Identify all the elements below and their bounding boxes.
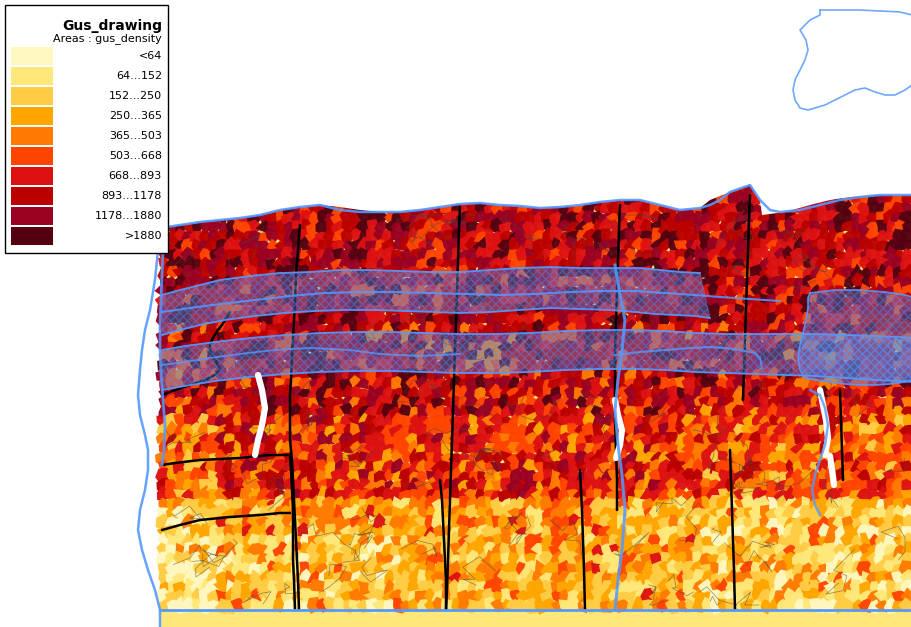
Text: 250...365: 250...365: [109, 111, 162, 121]
Text: 64...152: 64...152: [116, 71, 162, 81]
Polygon shape: [793, 10, 911, 110]
Bar: [11, 87, 53, 105]
Text: 152...250: 152...250: [108, 91, 162, 101]
Bar: [11, 187, 53, 205]
Text: Gus_drawing: Gus_drawing: [62, 19, 162, 33]
Bar: [11, 167, 53, 185]
Bar: [11, 107, 53, 125]
Text: 503...668: 503...668: [109, 151, 162, 161]
Text: 668...893: 668...893: [108, 171, 162, 181]
Bar: [11, 227, 53, 245]
Text: 365...503: 365...503: [109, 131, 162, 141]
Bar: [11, 207, 53, 225]
Polygon shape: [797, 290, 911, 385]
Text: >1880: >1880: [125, 231, 162, 241]
Text: <64: <64: [138, 51, 162, 61]
Text: 893...1178: 893...1178: [101, 191, 162, 201]
Bar: [159, 0, 911, 627]
Bar: [5, 5, 168, 253]
Polygon shape: [0, 0, 159, 627]
Bar: [11, 67, 53, 85]
Polygon shape: [159, 0, 911, 228]
Bar: [11, 147, 53, 165]
Polygon shape: [162, 330, 911, 390]
Polygon shape: [162, 267, 710, 335]
Text: 1178...1880: 1178...1880: [95, 211, 162, 221]
Bar: [11, 127, 53, 145]
Text: Areas : gus_density: Areas : gus_density: [53, 33, 162, 44]
Bar: [11, 47, 53, 65]
